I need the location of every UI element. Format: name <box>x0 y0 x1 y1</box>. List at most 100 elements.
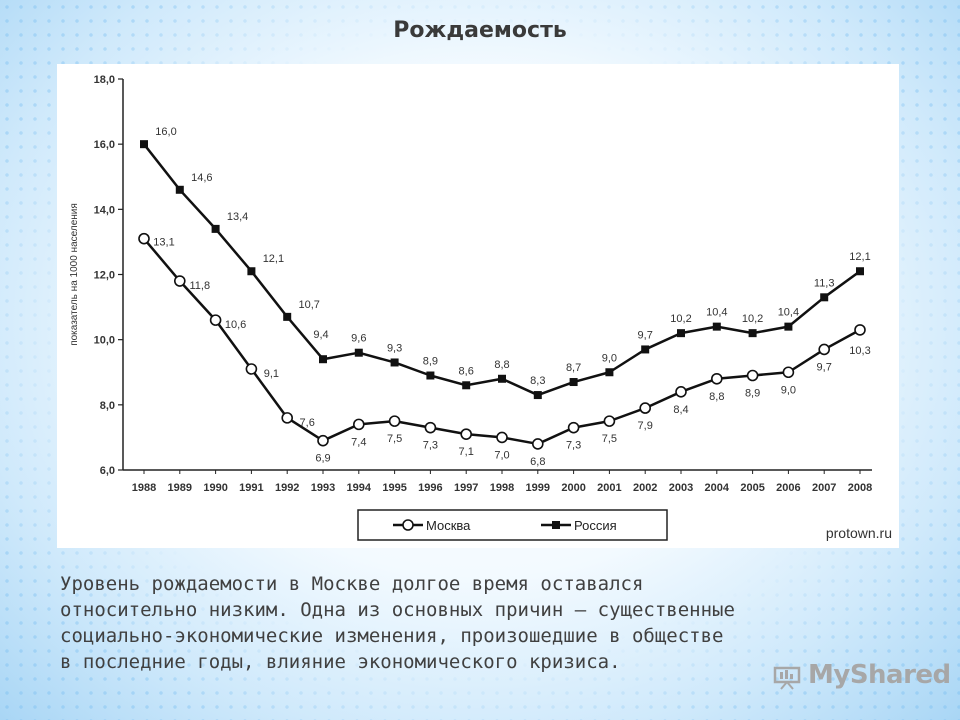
russia-point <box>856 267 864 276</box>
source-label: protown.ru <box>826 525 892 541</box>
russia-data-label: 13,4 <box>227 211 248 223</box>
russia-point <box>175 185 184 194</box>
caption-line: в последние годы, влияние экономического… <box>60 651 621 673</box>
moscow-data-label: 10,6 <box>225 319 246 331</box>
moscow-data-label: 7,3 <box>423 440 438 452</box>
moscow-point <box>603 415 616 427</box>
russia-point <box>533 391 542 400</box>
x-tick-label: 1992 <box>275 482 299 494</box>
moscow-point <box>496 431 508 444</box>
x-tick-label: 2006 <box>776 482 800 494</box>
russia-point <box>319 355 327 364</box>
slide-title: Рождаемость <box>393 18 567 43</box>
russia-data-label: 10,4 <box>706 307 727 319</box>
moscow-point <box>818 343 831 356</box>
moscow-data-label: 8,4 <box>673 404 688 416</box>
russia-data-label: 11,3 <box>814 277 835 289</box>
russia-point <box>140 140 148 149</box>
x-tick-label: 2001 <box>597 482 621 494</box>
moscow-point <box>317 434 329 447</box>
moscow-data-label: 8,9 <box>745 388 760 400</box>
x-tick-label: 1991 <box>239 482 263 494</box>
moscow-data-label: 10,3 <box>849 345 870 357</box>
x-tick-label: 1996 <box>418 482 442 494</box>
russia-data-label: 9,7 <box>638 329 653 341</box>
moscow-data-label: 7,4 <box>351 436 366 448</box>
legend-russia-marker <box>552 521 560 529</box>
moscow-point <box>281 412 293 424</box>
russia-data-label: 9,6 <box>351 333 366 345</box>
x-tick-label: 1999 <box>526 482 550 494</box>
moscow-data-label: 7,0 <box>494 449 509 461</box>
myshared-logo: MyShared <box>772 660 951 696</box>
moscow-data-label: 7,9 <box>638 420 653 432</box>
chart-panel: 6,0 8,0 10,0 12,0 14,0 16,0 18,0 показатель на … <box>57 64 899 548</box>
moscow-data-label: 7,3 <box>566 440 581 452</box>
caption: Уровень рождаемости в Москве долгое врем… <box>60 571 900 675</box>
moscow-data-label: 13,1 <box>153 237 174 249</box>
moscow-point <box>746 369 759 382</box>
russia-point <box>569 378 578 387</box>
russia-data-label: 9,0 <box>602 352 617 364</box>
moscow-point <box>209 314 222 326</box>
russia-point <box>426 371 435 380</box>
russia-point <box>605 368 614 377</box>
russia-data-label: 8,9 <box>423 356 438 368</box>
x-tick-label: 1988 <box>132 482 156 494</box>
legend-moscow-label: Москва <box>426 518 471 533</box>
y-tick-label: 12,0 <box>94 270 115 282</box>
russia-data-label: 12,1 <box>263 253 284 265</box>
x-tick-label: 1998 <box>490 482 514 494</box>
x-tick-label: 1990 <box>203 482 227 494</box>
x-tick-label: 2000 <box>561 482 585 494</box>
moscow-data-label: 8,8 <box>709 391 724 403</box>
moscow-point <box>460 428 473 440</box>
russia-point <box>247 267 256 276</box>
moscow-point <box>710 372 723 385</box>
moscow-point <box>352 418 365 431</box>
moscow-point <box>388 415 401 427</box>
russia-data-label: 8,7 <box>566 362 581 374</box>
russia-point <box>748 329 757 338</box>
russia-data-label: 10,4 <box>778 307 799 319</box>
moscow-data-label: 9,1 <box>264 368 279 380</box>
russia-data-label: 14,6 <box>191 172 212 184</box>
x-tick-label: 2005 <box>740 482 764 494</box>
moscow-point <box>567 421 580 434</box>
logo-text: MyShared <box>808 660 951 690</box>
moscow-point <box>424 421 437 434</box>
russia-data-label: 10,2 <box>742 313 763 325</box>
legend-moscow-marker <box>402 519 414 531</box>
moscow-point <box>138 232 150 245</box>
caption-line: Уровень рождаемости в Москве долгое врем… <box>60 573 644 595</box>
moscow-data-label: 11,8 <box>190 280 211 292</box>
y-tick-label: 16,0 <box>94 139 115 151</box>
caption-line: социально-экономические изменения, произ… <box>60 625 724 647</box>
russia-data-label: 12,1 <box>849 251 870 263</box>
russia-data-label: 8,3 <box>530 375 545 387</box>
moscow-data-label: 7,1 <box>459 446 474 458</box>
russia-data-label: 10,7 <box>298 299 319 311</box>
russia-point <box>712 322 721 331</box>
russia-point <box>784 322 793 331</box>
x-tick-label: 1995 <box>382 482 406 494</box>
moscow-point <box>531 438 544 450</box>
x-tick-label: 2002 <box>633 482 657 494</box>
moscow-data-label: 9,0 <box>781 384 796 396</box>
russia-data-label: 10,2 <box>670 313 691 325</box>
y-axis-label: показатель на 1000 населения <box>69 203 80 346</box>
moscow-data-label: 7,6 <box>300 417 315 429</box>
x-tick-label: 2008 <box>848 482 872 494</box>
presentation-icon <box>773 666 801 690</box>
x-tick-label: 2003 <box>669 482 693 494</box>
x-tick-label: 2007 <box>812 482 836 494</box>
russia-point <box>390 358 399 367</box>
moscow-point <box>245 363 258 375</box>
russia-data-label: 16,0 <box>155 126 176 138</box>
moscow-data-label: 6,9 <box>315 453 330 465</box>
y-tick-label: 14,0 <box>94 204 115 216</box>
x-tick-label: 1994 <box>347 482 372 494</box>
y-tick-label: 8,0 <box>100 400 115 412</box>
y-tick-label: 10,0 <box>94 335 115 347</box>
russia-data-label: 9,4 <box>313 329 328 341</box>
